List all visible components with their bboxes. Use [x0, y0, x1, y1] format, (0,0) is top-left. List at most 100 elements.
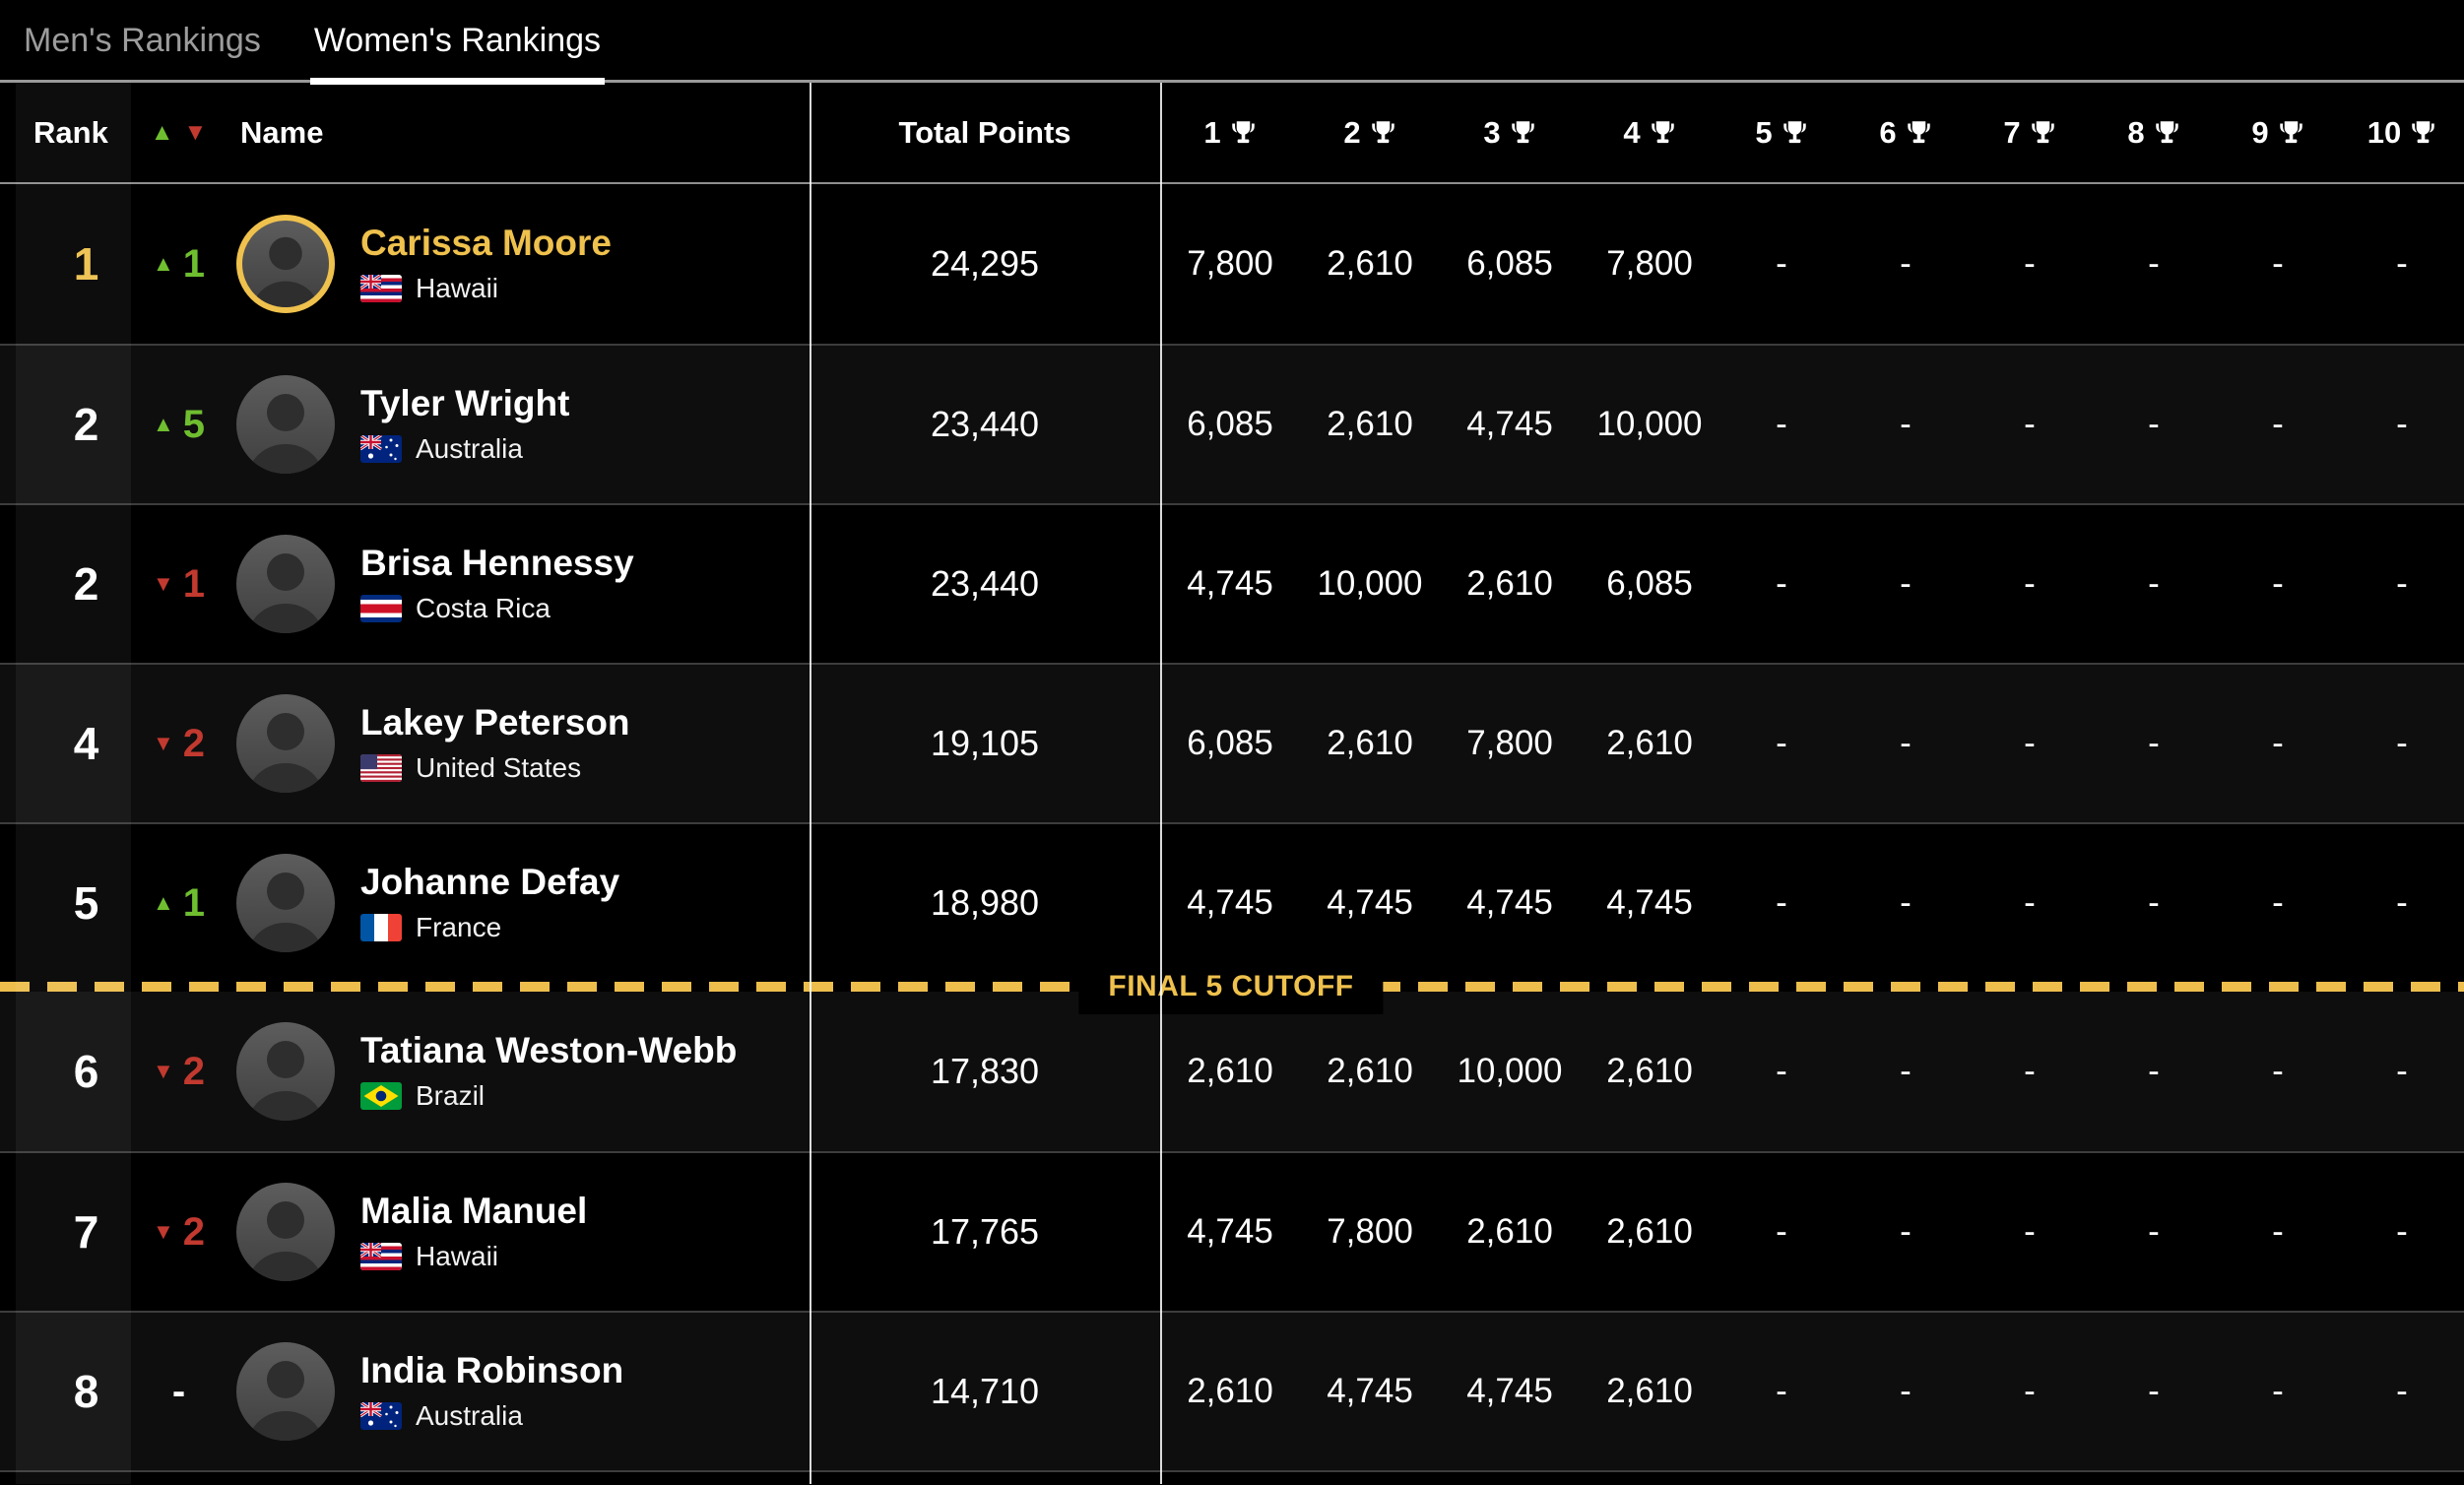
person-silhouette-icon — [248, 872, 323, 952]
player-row[interactable]: 5 ▲ 1 Johanne Defay France 18,980 4,745 … — [0, 822, 2464, 982]
change-value: 5 — [182, 402, 206, 446]
player-country: Brazil — [360, 1080, 737, 1112]
event-6-points: - — [1900, 724, 1912, 762]
person-silhouette-icon — [248, 1041, 323, 1121]
trophy-icon — [1230, 119, 1257, 146]
player-country: Australia — [360, 433, 569, 465]
player-row[interactable]: 6 ▼ 2 Tatiana Weston-Webb Brazil 17,830 … — [0, 992, 2464, 1151]
player-row[interactable]: 1 ▲ 1 Carissa Moore Hawaii 24,295 7,800 … — [0, 184, 2464, 344]
event-3-points: 10,000 — [1457, 1052, 1563, 1090]
event-1-points: 6,085 — [1187, 724, 1273, 762]
trophy-icon — [2030, 119, 2056, 146]
player-info: Tatiana Weston-Webb Brazil — [360, 1030, 737, 1112]
player-name: Carissa Moore — [360, 223, 612, 264]
rank-change: ▲ 1 — [131, 881, 227, 926]
player-rank: 2 — [73, 558, 99, 610]
player-avatar — [236, 375, 335, 474]
change-value: 1 — [182, 880, 206, 925]
rank-change: ▲ 5 — [131, 403, 227, 447]
event-number: 7 — [2003, 114, 2021, 150]
event-1-points: 4,745 — [1187, 564, 1273, 603]
header-event-2: 2 — [1300, 115, 1440, 151]
country-flag-icon — [360, 434, 402, 463]
event-5-points: - — [1776, 1372, 1787, 1410]
event-8-points: - — [2148, 1212, 2160, 1251]
event-5-points: - — [1776, 244, 1787, 283]
player-rank: 1 — [73, 238, 99, 290]
event-3-points: 2,610 — [1466, 564, 1553, 603]
total-points: 17,830 — [930, 1051, 1040, 1091]
player-row[interactable]: 2 ▼ 1 Brisa Hennessy Costa Rica 23,440 4… — [0, 503, 2464, 663]
change-value: 2 — [182, 721, 206, 765]
trophy-icon — [1650, 119, 1676, 146]
rank-change: ▼ 2 — [131, 1210, 227, 1255]
player-country: Hawaii — [360, 1241, 587, 1272]
event-9-points: - — [2272, 724, 2284, 762]
change-arrow-icon: ▲ — [152, 890, 174, 915]
rank-change: ▼ 2 — [131, 722, 227, 766]
player-row[interactable]: 4 ▼ 2 Lakey Peterson United States 19,10… — [0, 663, 2464, 822]
player-rank: 7 — [73, 1206, 99, 1258]
tab-womens-rankings[interactable]: Women's Rankings — [309, 0, 606, 85]
final5-cutoff-label: FINAL 5 CUTOFF — [1078, 959, 1384, 1014]
event-4-points: 2,610 — [1606, 724, 1693, 762]
event-6-points: - — [1900, 1372, 1912, 1410]
total-points: 23,440 — [930, 563, 1040, 604]
player-avatar — [236, 694, 335, 793]
change-value: 2 — [182, 1209, 206, 1254]
event-10-points: - — [2396, 883, 2408, 922]
event-4-points: 10,000 — [1596, 405, 1703, 443]
header-total-points: Total Points — [898, 114, 1071, 150]
event-7-points: - — [2024, 724, 2036, 762]
player-info: Tyler Wright Australia — [360, 383, 569, 465]
sort-down-icon[interactable]: ▼ — [183, 118, 208, 146]
player-info: Brisa Hennessy Costa Rica — [360, 543, 634, 624]
player-cell: Lakey Peterson United States — [227, 694, 810, 793]
player-name: Johanne Defay — [360, 862, 620, 903]
event-2-points: 2,610 — [1327, 405, 1413, 443]
person-silhouette-icon — [252, 236, 319, 307]
event-7-points: - — [2024, 244, 2036, 283]
event-9-points: - — [2272, 244, 2284, 283]
event-9-points: - — [2272, 1052, 2284, 1090]
player-row[interactable]: 8 - India Robinson Australia 14,710 2,61… — [0, 1311, 2464, 1470]
total-points: 17,765 — [930, 1211, 1040, 1252]
player-row[interactable]: 2 ▲ 5 Tyler Wright Australia 23,440 6,08… — [0, 344, 2464, 503]
player-cell: Brisa Hennessy Costa Rica — [227, 535, 810, 633]
country-flag-icon — [360, 913, 402, 941]
player-cell: Tyler Wright Australia — [227, 375, 810, 474]
country-flag-icon — [360, 274, 402, 302]
event-1-points: 4,745 — [1187, 1212, 1273, 1251]
rank-change: ▼ 1 — [131, 562, 227, 607]
trophy-icon — [1370, 119, 1396, 146]
total-points: 24,295 — [930, 243, 1040, 284]
change-arrow-icon: ▲ — [152, 251, 174, 276]
player-cell: Malia Manuel Hawaii — [227, 1183, 810, 1281]
rank-change: ▲ 1 — [131, 242, 227, 287]
country-name: Costa Rica — [416, 592, 551, 623]
player-name: Malia Manuel — [360, 1191, 588, 1232]
tab-mens-rankings[interactable]: Men's Rankings — [24, 21, 261, 59]
event-8-points: - — [2148, 564, 2160, 603]
event-6-points: - — [1900, 1212, 1912, 1251]
event-8-points: - — [2148, 883, 2160, 922]
player-info: Lakey Peterson United States — [360, 702, 630, 784]
sort-up-icon[interactable]: ▲ — [150, 118, 174, 146]
player-row[interactable]: 7 ▼ 2 Malia Manuel Hawaii 17,765 4,745 7… — [0, 1151, 2464, 1311]
rankings-tabbar: Men's Rankings Women's Rankings — [0, 0, 2464, 85]
event-4-points: 2,610 — [1606, 1052, 1693, 1090]
event-8-points: - — [2148, 1052, 2160, 1090]
event-3-points: 7,800 — [1466, 724, 1553, 762]
trophy-icon — [1906, 119, 1932, 146]
rankings-table: Rank ▲ ▼ Name Total Points 1 2 3 4 5 6 7… — [0, 83, 2464, 1484]
country-flag-icon — [360, 1081, 402, 1110]
event-5-points: - — [1776, 405, 1787, 443]
final5-cutoff: FINAL 5 CUTOFF — [0, 959, 2464, 1014]
header-sort: ▲ ▼ — [131, 118, 227, 146]
player-info: Malia Manuel Hawaii — [360, 1191, 588, 1272]
header-rank: Rank — [33, 114, 108, 150]
country-name: France — [416, 911, 502, 942]
player-cell: Tatiana Weston-Webb Brazil — [227, 1022, 810, 1121]
event-10-points: - — [2396, 724, 2408, 762]
event-number: 4 — [1623, 114, 1641, 150]
